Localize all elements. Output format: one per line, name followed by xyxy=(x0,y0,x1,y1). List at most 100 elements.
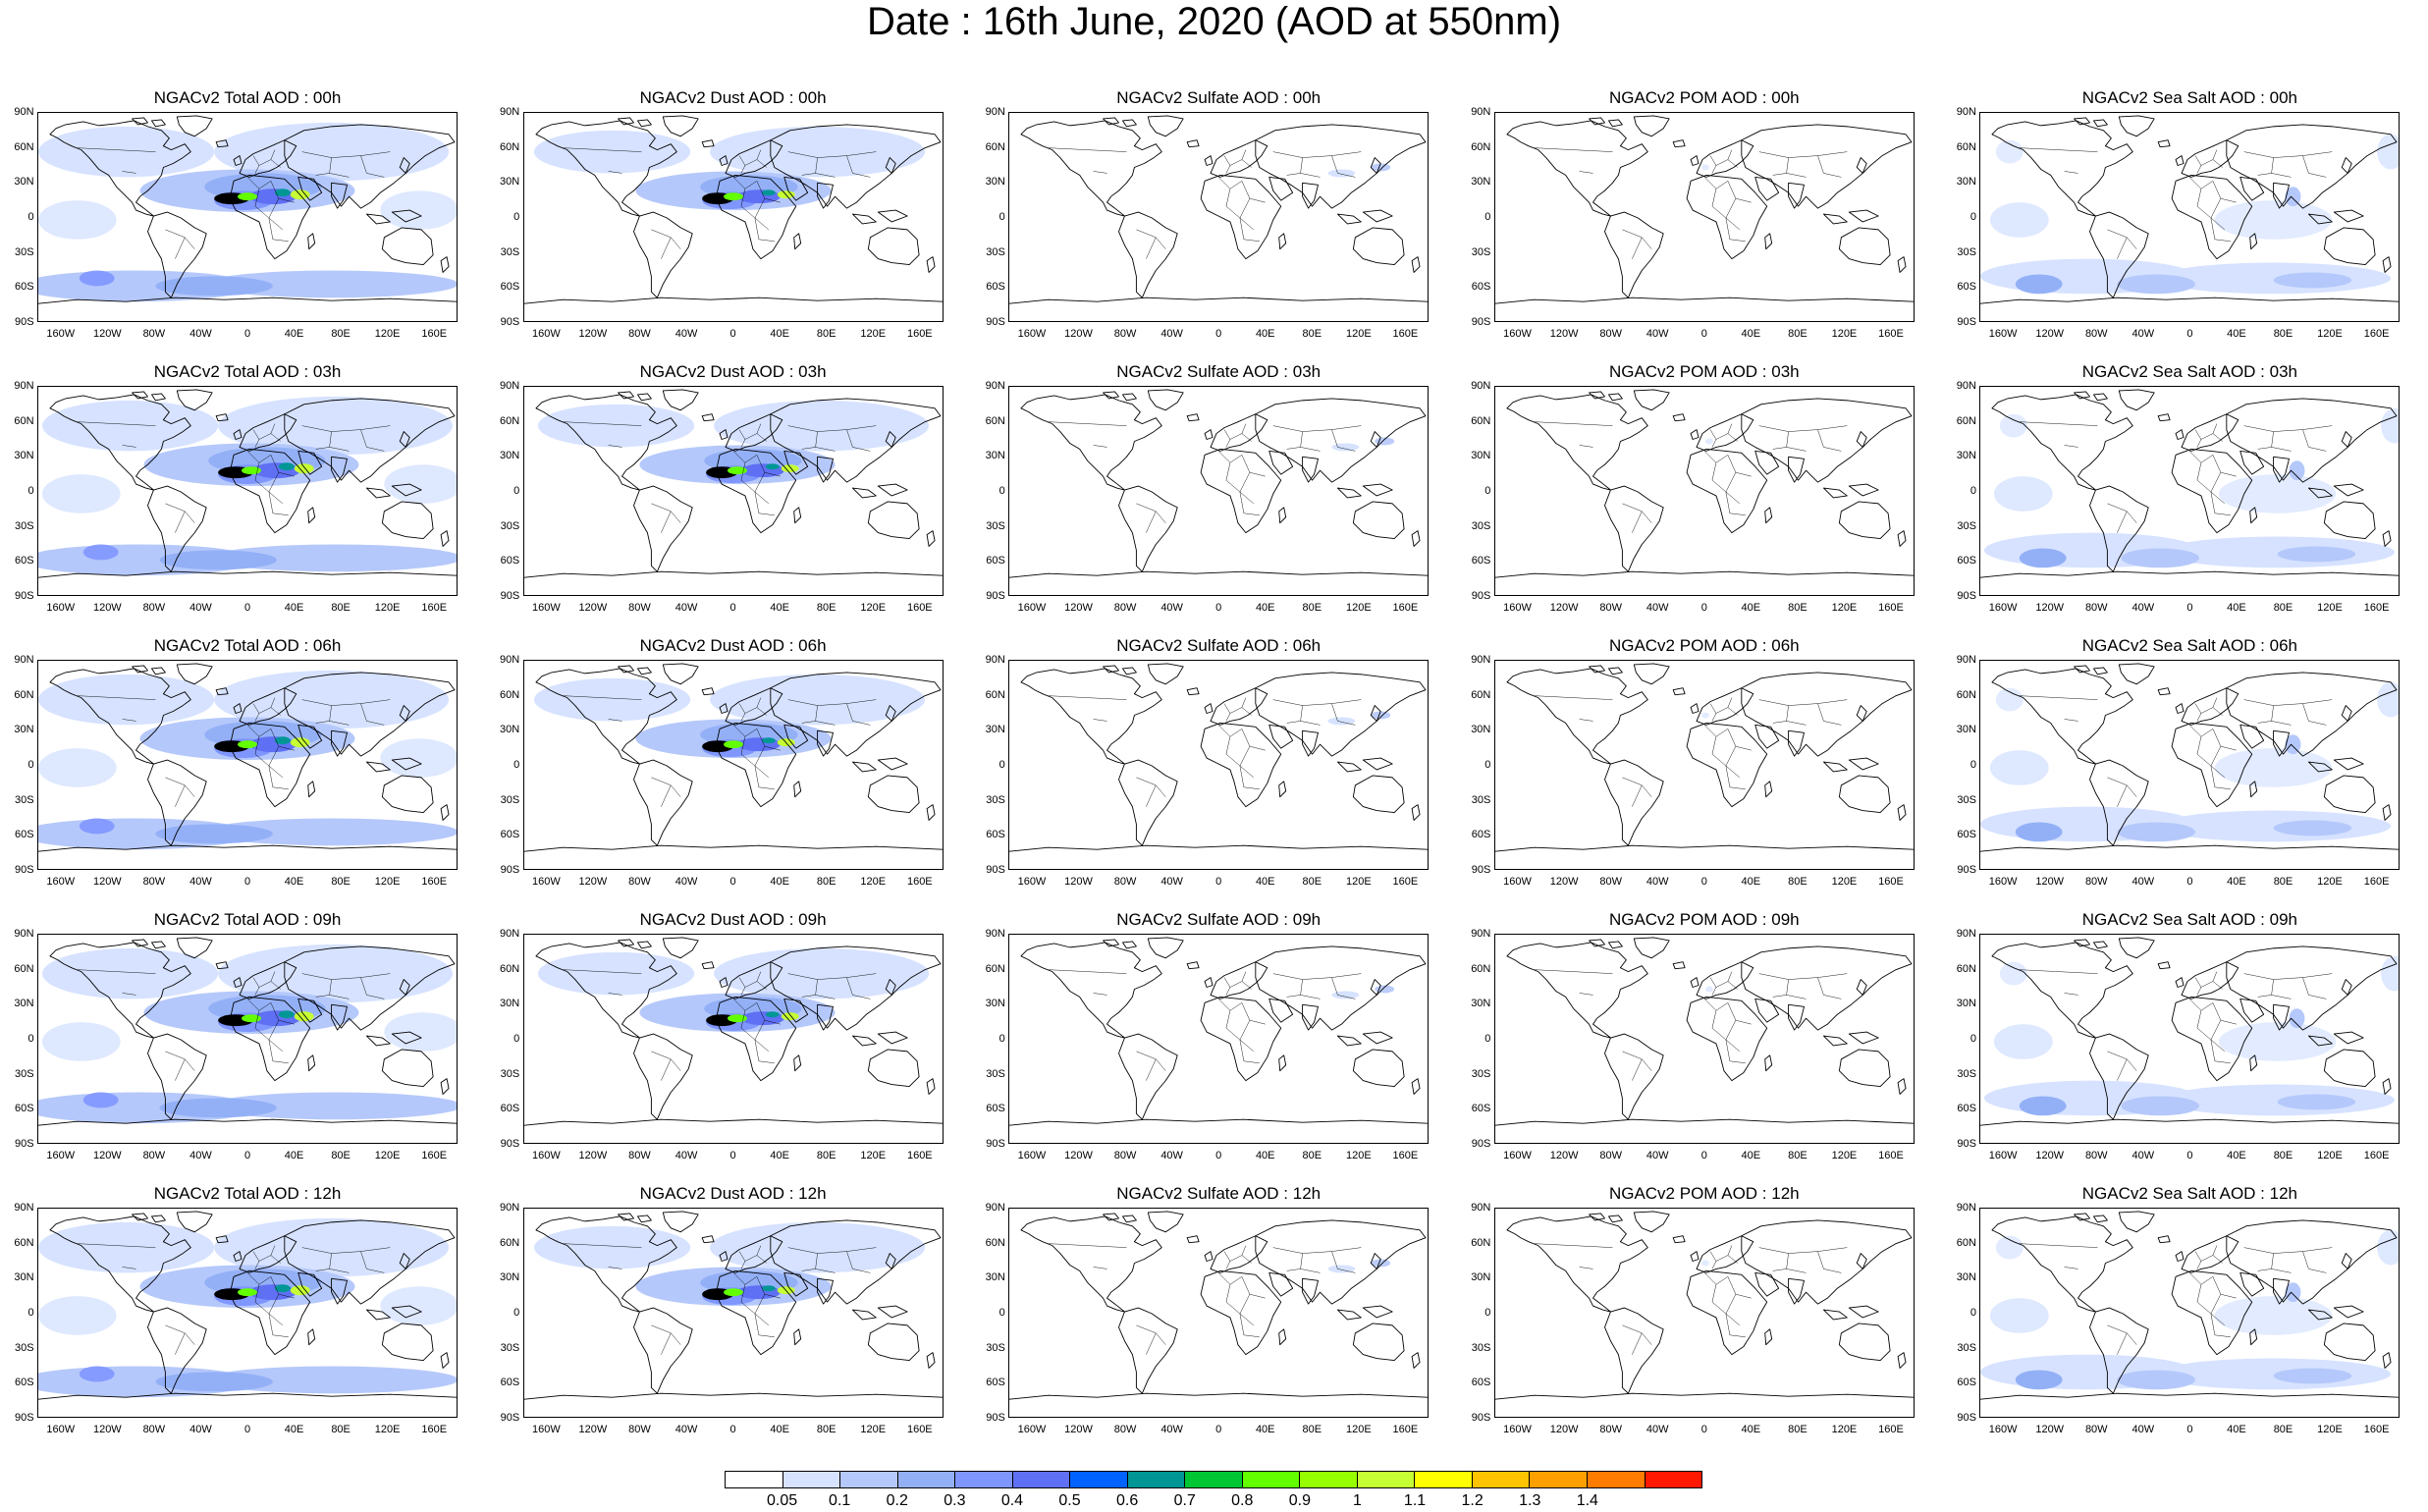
lon-tick-label: 80W xyxy=(628,602,651,614)
lon-tick-label: 80W xyxy=(1113,876,1137,888)
lon-tick-label: 80E xyxy=(2273,1424,2293,1435)
lon-tick-label: 0 xyxy=(1215,1424,1222,1435)
panel-title: NGACv2 Sulfate AOD : 03h xyxy=(1116,362,1322,381)
lat-tick-label: 90S xyxy=(15,864,34,876)
map-area xyxy=(1493,386,1915,596)
lat-tick-label: 0 xyxy=(998,1033,1005,1045)
lon-tick-label: 40W xyxy=(674,602,698,614)
lon-tick-label: 40W xyxy=(189,1424,212,1435)
lat-tick-label: 60S xyxy=(500,555,520,567)
map-panel-pom-4: NGACv2 POM AOD : 12h 90N 60N 30N 0 30S 60S 90S 1… xyxy=(1457,1182,1943,1456)
lon-tick-label: 160E xyxy=(2363,876,2390,888)
lon-tick-label: 80W xyxy=(1599,328,1622,340)
lon-tick-label: 120W xyxy=(1549,1424,1579,1435)
lat-tick-label: 90N xyxy=(500,106,520,118)
panel-title: NGACv2 POM AOD : 03h xyxy=(1608,362,1800,381)
lat-tick-label: 60S xyxy=(1471,555,1491,567)
lon-tick-label: 40E xyxy=(1741,602,1761,614)
map-panel-total-0: NGACv2 Total AOD : 00h 90N 60N 30N 0 30S 60S 90… xyxy=(0,86,486,360)
lat-tick-label: 60S xyxy=(1957,1377,1976,1389)
map-panel-total-3: NGACv2 Total AOD : 09h 90N 60N 30N 0 30S 60S 90… xyxy=(0,908,486,1182)
lon-tick-label: 40E xyxy=(284,876,304,888)
map-area xyxy=(1493,660,1915,870)
lon-tick-label: 0 xyxy=(1215,328,1222,340)
lat-tick-label: 60S xyxy=(500,1377,520,1389)
lat-tick-label: 0 xyxy=(1484,1033,1491,1045)
lon-tick-label: 40W xyxy=(1646,876,1669,888)
lon-tick-label: 160W xyxy=(1988,602,2018,614)
lat-tick-label: 30S xyxy=(500,245,520,258)
lat-tick-label: 60S xyxy=(500,1103,520,1115)
lat-tick-label: 60S xyxy=(1957,555,1976,567)
lon-tick-label: 0 xyxy=(729,602,736,614)
lon-tick-label: 120W xyxy=(92,328,122,340)
aod-field-map xyxy=(38,389,457,578)
lon-tick-label: 80W xyxy=(1113,1150,1137,1161)
colorbar-tick-label: 1.2 xyxy=(1461,1492,1484,1509)
lon-tick-label: 80E xyxy=(1788,1150,1808,1161)
aod-colorbar xyxy=(725,1471,1702,1488)
lat-tick-label: 90N xyxy=(1471,654,1491,666)
lon-tick-label: 40E xyxy=(284,328,304,340)
lon-tick-label: 40W xyxy=(1646,1150,1669,1161)
lon-tick-label: 80W xyxy=(1113,328,1137,340)
lon-tick-label: 80W xyxy=(142,602,166,614)
lon-tick-label: 160W xyxy=(1503,602,1532,614)
lon-tick-label: 160W xyxy=(46,1424,76,1435)
lon-tick-label: 0 xyxy=(2186,328,2193,340)
aod-field-map xyxy=(1009,389,1429,578)
lon-tick-label: 80E xyxy=(816,1150,836,1161)
lon-tick-label: 40E xyxy=(2227,1424,2246,1435)
lat-tick-label: 30S xyxy=(500,519,520,532)
lon-tick-label: 80W xyxy=(142,1424,166,1435)
colorbar-box xyxy=(1587,1472,1646,1487)
lon-tick-label: 80E xyxy=(1302,602,1322,614)
lat-tick-label: 60S xyxy=(986,555,1005,567)
lat-tick-label: 90N xyxy=(985,928,1005,940)
lat-tick-label: 60N xyxy=(985,140,1005,153)
lon-tick-label: 40E xyxy=(1741,328,1761,340)
lat-tick-label: 0 xyxy=(998,211,1005,223)
lat-tick-label: 90N xyxy=(985,654,1005,666)
colorbar-tick-label: 0.1 xyxy=(829,1492,851,1509)
lat-tick-label: 60S xyxy=(15,281,34,294)
lat-tick-label: 30N xyxy=(14,450,34,462)
map-area xyxy=(522,934,944,1144)
lat-tick-label: 30S xyxy=(15,1341,34,1354)
lat-tick-label: 30N xyxy=(985,450,1005,462)
lat-tick-label: 0 xyxy=(513,759,520,771)
lon-tick-label: 80W xyxy=(628,876,651,888)
lon-tick-label: 40E xyxy=(770,1150,789,1161)
lon-tick-label: 120W xyxy=(2035,876,2065,888)
lat-tick-label: 90N xyxy=(1471,106,1491,118)
aod-field-map xyxy=(1980,389,2400,578)
lon-tick-label: 40E xyxy=(2227,876,2246,888)
lon-tick-label: 80W xyxy=(2084,876,2108,888)
lon-tick-label: 80E xyxy=(816,876,836,888)
lon-tick-label: 120E xyxy=(1831,1150,1858,1161)
lat-tick-label: 0 xyxy=(998,759,1005,771)
lat-tick-label: 90S xyxy=(986,590,1005,602)
lon-tick-label: 40W xyxy=(674,876,698,888)
lon-tick-label: 80E xyxy=(331,602,351,614)
lon-tick-label: 120W xyxy=(92,1424,122,1435)
lat-tick-label: 60N xyxy=(985,688,1005,701)
lat-tick-label: 60S xyxy=(986,1377,1005,1389)
lat-tick-label: 90N xyxy=(1471,1202,1491,1214)
colorbar-tick-label: 0.5 xyxy=(1058,1492,1081,1509)
lon-tick-label: 80E xyxy=(1302,876,1322,888)
lon-tick-label: 160W xyxy=(531,1150,561,1161)
lon-tick-label: 80E xyxy=(1302,1150,1322,1161)
lat-tick-label: 60N xyxy=(1471,414,1491,427)
lat-tick-label: 30N xyxy=(1471,1271,1491,1284)
map-area xyxy=(1979,1208,2401,1418)
lat-tick-label: 30S xyxy=(1957,1341,1976,1354)
lat-tick-label: 60S xyxy=(15,555,34,567)
colorbar-tick-label: 0.3 xyxy=(944,1492,966,1509)
aod-field-map xyxy=(1494,115,1914,304)
aod-field-map xyxy=(523,663,943,852)
lon-tick-label: 0 xyxy=(2186,1150,2193,1161)
lon-tick-label: 40W xyxy=(189,876,212,888)
lon-tick-label: 120E xyxy=(860,1150,887,1161)
lon-tick-label: 120E xyxy=(374,876,401,888)
